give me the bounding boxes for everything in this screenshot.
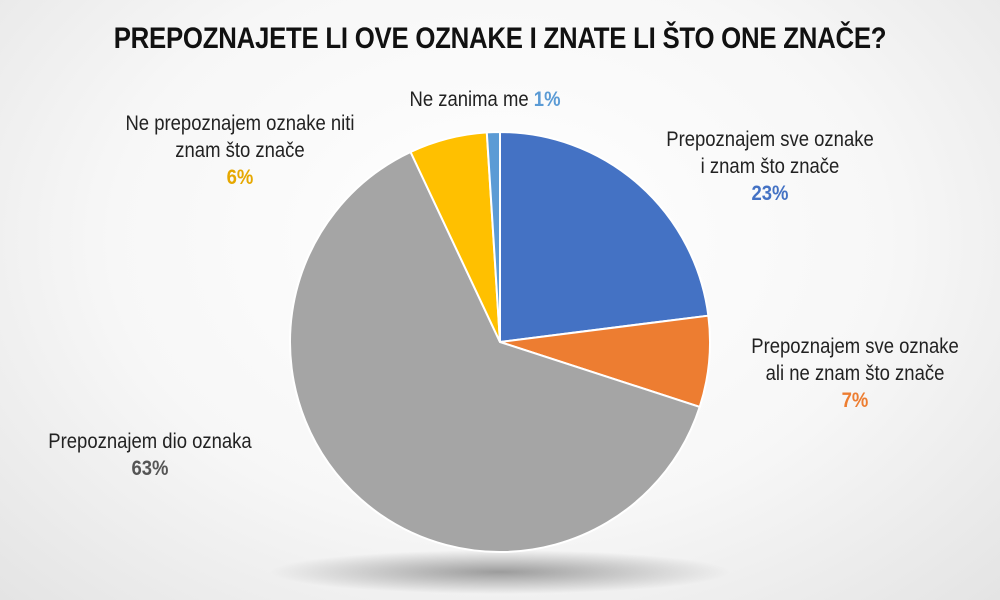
slice-label-3: Ne prepoznajem oznake niti znam što znač…	[112, 110, 367, 191]
slice-value-3: 6%	[226, 166, 254, 189]
slice-label-4-line-0: Ne zanima me	[409, 88, 529, 111]
slice-label-0: Prepoznajem sve oznake i znam što znače …	[656, 126, 885, 207]
pie-slice-4	[485, 130, 501, 343]
pie-slice-2	[289, 150, 701, 554]
slice-value-0: 23%	[751, 182, 789, 205]
slice-label-3-line-0: Ne prepoznajem oznake niti	[125, 112, 355, 135]
slice-value-2: 63%	[131, 457, 169, 480]
slice-value-1: 7%	[841, 389, 869, 412]
chart-title: PREPOZNAJETE LI OVE OZNAKE I ZNATE LI ŠT…	[113, 22, 887, 55]
slice-label-0-line-0: Prepoznajem sve oznake	[666, 128, 874, 151]
pie-shadow	[270, 550, 730, 594]
pie-slice-0	[499, 130, 710, 344]
slice-label-0-line-1: i znam što znače	[700, 155, 840, 178]
slice-label-2-line-0: Prepoznajem dio oznaka	[48, 430, 252, 453]
slice-label-1: Prepoznajem sve oznake ali ne znam što z…	[736, 333, 974, 414]
slice-label-1-line-1: ali ne znam što znače	[765, 362, 945, 385]
slice-label-4: Ne zanima me 1%	[393, 86, 578, 113]
slice-value-4: 1%	[533, 88, 561, 111]
slice-label-3-line-1: znam što znače	[175, 139, 305, 162]
slice-label-1-line-0: Prepoznajem sve oznake	[751, 335, 959, 358]
slice-label-2: Prepoznajem dio oznaka 63%	[44, 428, 255, 482]
